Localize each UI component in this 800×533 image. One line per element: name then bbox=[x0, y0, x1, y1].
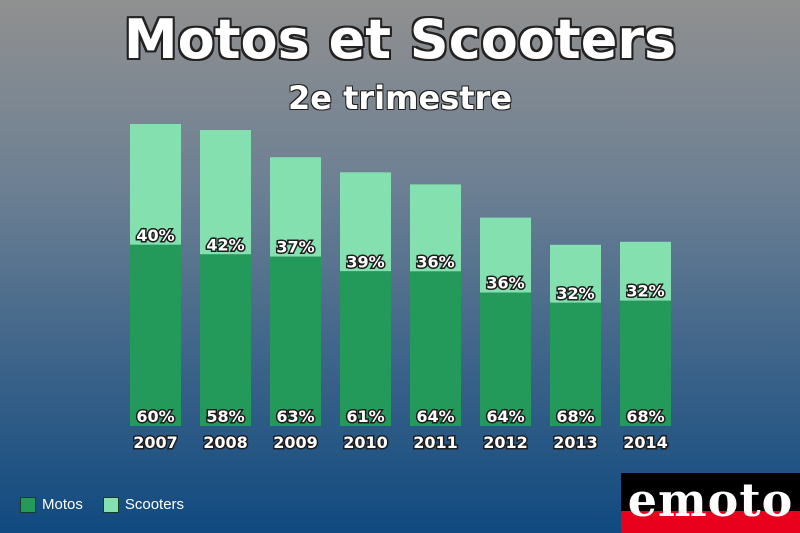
bar-scooters-2011 bbox=[410, 184, 461, 272]
data-label-scooters-2008: 42% bbox=[206, 235, 244, 254]
data-label-motos-2008: 58% bbox=[206, 407, 244, 426]
bar-motos-2011 bbox=[410, 271, 461, 426]
bar-motos-2007 bbox=[130, 244, 181, 426]
data-label-motos-2007: 60% bbox=[136, 407, 174, 426]
bar-motos-2008 bbox=[200, 254, 251, 426]
legend-item-scooters: Scooters bbox=[102, 496, 185, 513]
data-label-motos-2009: 63% bbox=[276, 407, 314, 426]
legend-swatch-scooters bbox=[102, 496, 119, 513]
data-label-motos-2010: 61% bbox=[346, 407, 384, 426]
x-tick-label-2014: 2014 bbox=[623, 433, 668, 452]
x-tick-label-2009: 2009 bbox=[273, 433, 318, 452]
bar-scooters-2009 bbox=[270, 157, 321, 257]
x-tick-label-2013: 2013 bbox=[553, 433, 598, 452]
logo-text: emoto bbox=[627, 473, 794, 527]
bar-scooters-2014 bbox=[620, 241, 671, 301]
legend-label-scooters: Scooters bbox=[124, 496, 185, 513]
bar-motos-2014 bbox=[620, 300, 671, 426]
bar-scooters-2007 bbox=[130, 124, 181, 245]
chart-subtitle: 2e trimestre bbox=[287, 79, 513, 117]
data-label-scooters-2013: 32% bbox=[556, 284, 594, 303]
x-tick-label-2010: 2010 bbox=[343, 433, 388, 452]
legend: Motos Scooters bbox=[20, 496, 204, 513]
legend-swatch-motos bbox=[20, 496, 36, 513]
bar-motos-2012 bbox=[480, 292, 531, 426]
logo-red-band bbox=[621, 511, 800, 533]
bar-motos-2009 bbox=[270, 256, 321, 426]
legend-item-motos: Motos bbox=[20, 496, 83, 513]
x-tick-label-2011: 2011 bbox=[413, 433, 458, 452]
bar-scooters-2010 bbox=[340, 172, 391, 272]
legend-label-motos: Motos bbox=[42, 496, 83, 513]
data-label-motos-2013: 68% bbox=[556, 407, 594, 426]
bar-scooters-2008 bbox=[200, 130, 251, 255]
bar-motos-2010 bbox=[340, 271, 391, 426]
data-label-scooters-2007: 40% bbox=[136, 226, 174, 245]
x-tick-label-2007: 2007 bbox=[133, 433, 178, 452]
data-label-motos-2014: 68% bbox=[626, 407, 664, 426]
x-tick-label-2008: 2008 bbox=[203, 433, 248, 452]
data-label-motos-2012: 64% bbox=[486, 407, 524, 426]
data-label-scooters-2014: 32% bbox=[626, 282, 664, 301]
bar-scooters-2013 bbox=[550, 244, 601, 303]
x-tick-label-2012: 2012 bbox=[483, 433, 528, 452]
bar-motos-2013 bbox=[550, 302, 601, 426]
data-label-scooters-2010: 39% bbox=[346, 252, 384, 271]
data-label-motos-2011: 64% bbox=[416, 407, 454, 426]
data-label-scooters-2009: 37% bbox=[276, 238, 314, 257]
bar-scooters-2012 bbox=[480, 217, 531, 293]
emoto-logo: emoto bbox=[621, 473, 800, 533]
data-label-scooters-2012: 36% bbox=[486, 274, 524, 293]
data-label-scooters-2011: 36% bbox=[416, 252, 454, 271]
chart-title: Motos et Scooters bbox=[123, 8, 677, 71]
